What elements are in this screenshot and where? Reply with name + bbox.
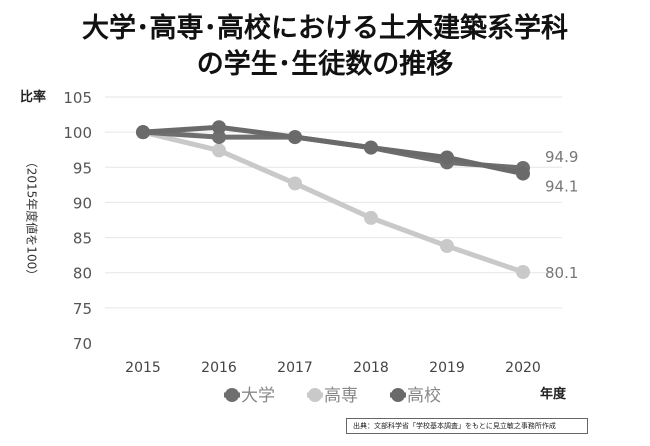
x-tick-label: 2019	[429, 360, 465, 376]
y-tick-label: 95	[73, 159, 92, 177]
y-tick-label: 70	[73, 335, 92, 353]
data-point-高校	[288, 130, 302, 145]
data-label: 80.1	[545, 264, 578, 282]
y-tick-label: 100	[63, 124, 92, 142]
x-tick-label: 2015	[125, 360, 161, 376]
x-tick-label: 2018	[353, 360, 389, 376]
source-note: 出典：文部科学省「学校基本調査」をもとに見立敏之事務所作成	[346, 418, 588, 434]
chart-title-line-1: 大学･高専･高校における土木建築系学科	[82, 13, 568, 44]
x-tick-label: 2017	[277, 360, 313, 376]
legend-dot-marker	[308, 388, 322, 402]
data-point-高校	[440, 150, 454, 165]
legend-label: 高専	[324, 386, 358, 406]
x-tick-label: 2020	[505, 360, 541, 376]
legend-dot-marker	[391, 388, 405, 402]
data-point-高校	[516, 166, 530, 181]
y-tick-label: 90	[73, 194, 92, 212]
y-tick-label: 75	[73, 300, 92, 318]
y-tick-label: 85	[73, 230, 92, 248]
data-label: 94.1	[545, 178, 578, 196]
legend-label: 大学	[241, 386, 275, 406]
data-point-高校	[212, 120, 226, 135]
data-point-高専	[440, 239, 454, 254]
legend-dot-marker	[225, 388, 239, 402]
y-tick-label: 80	[73, 265, 92, 283]
legend-label: 高校	[407, 386, 441, 406]
data-point-高校	[136, 125, 150, 140]
data-point-高専	[212, 143, 226, 158]
data-label: 94.9	[545, 148, 578, 166]
series-line-高専	[142, 129, 524, 275]
x-axis-label: 年度	[540, 387, 567, 402]
data-point-大学	[212, 130, 226, 145]
x-tick-label: 2016	[201, 360, 237, 376]
data-point-高専	[288, 176, 302, 191]
y-axis-label: 比率	[20, 90, 47, 105]
y-tick-label: 105	[63, 89, 92, 107]
data-point-高専	[364, 210, 378, 225]
data-point-高校	[364, 140, 378, 155]
data-point-高専	[516, 265, 530, 280]
chart-title-line-2: の学生･生徒数の推移	[196, 49, 454, 80]
series-line-高校	[142, 124, 524, 177]
